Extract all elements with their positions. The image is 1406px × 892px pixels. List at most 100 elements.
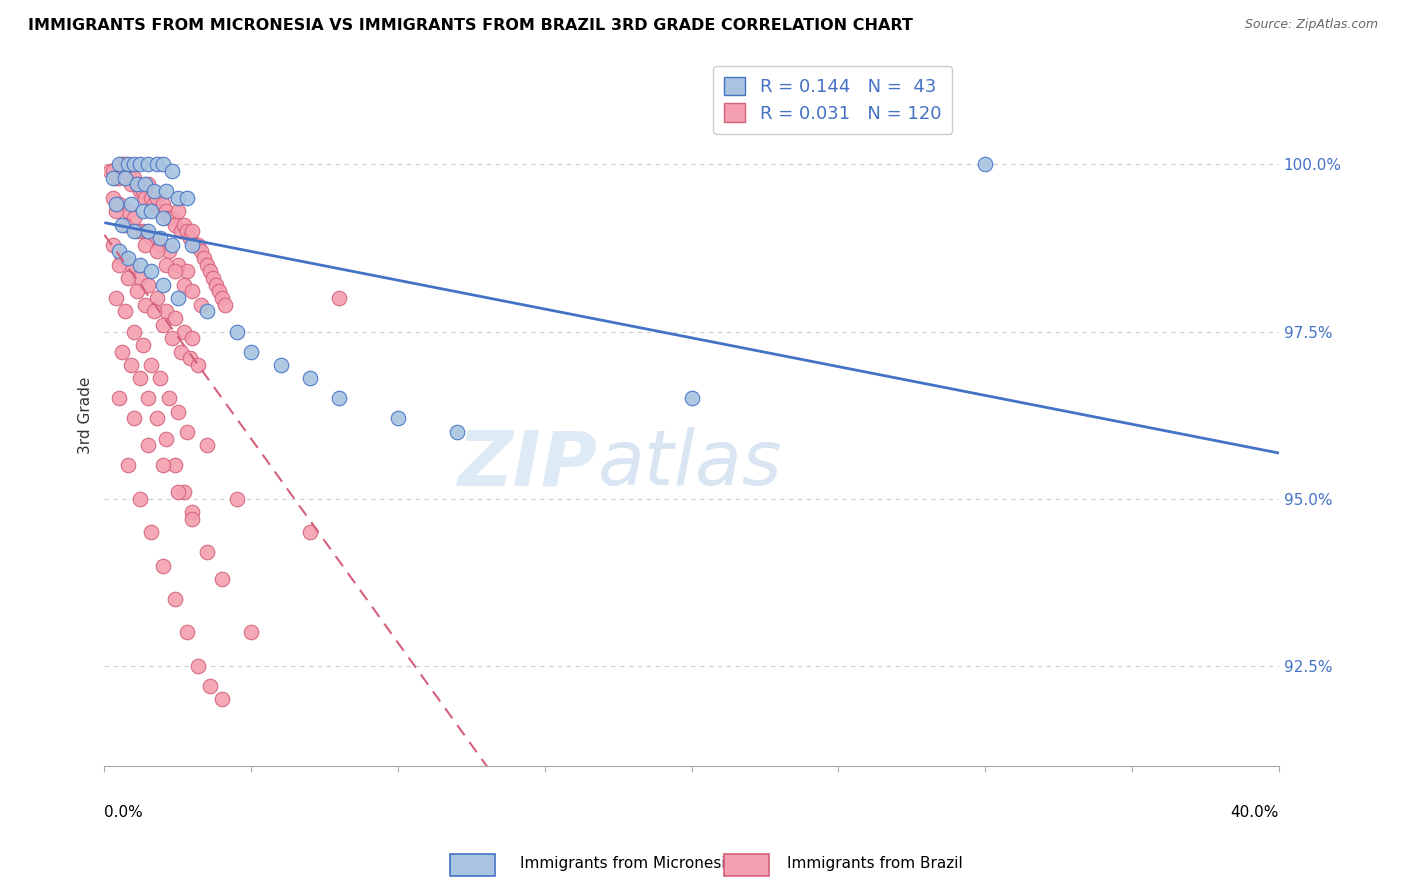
Point bbox=[176, 224, 198, 238]
Point bbox=[108, 392, 131, 406]
Point bbox=[193, 251, 215, 265]
Point bbox=[105, 197, 128, 211]
Point bbox=[103, 164, 125, 178]
Point bbox=[240, 344, 263, 359]
Point bbox=[128, 157, 150, 171]
Point bbox=[128, 271, 150, 285]
Point bbox=[195, 304, 218, 318]
Point bbox=[146, 411, 169, 425]
Point bbox=[149, 204, 172, 219]
Point bbox=[125, 285, 148, 299]
Point bbox=[157, 392, 180, 406]
Point bbox=[143, 304, 166, 318]
Point bbox=[198, 264, 221, 278]
Point bbox=[146, 291, 169, 305]
Point bbox=[181, 285, 204, 299]
Point bbox=[131, 204, 153, 219]
Point bbox=[195, 438, 218, 452]
Point bbox=[122, 170, 145, 185]
Point bbox=[163, 592, 186, 607]
Point bbox=[120, 358, 142, 372]
Point bbox=[122, 411, 145, 425]
Point bbox=[160, 331, 183, 345]
Point bbox=[163, 458, 186, 473]
Text: 0.0%: 0.0% bbox=[104, 805, 143, 820]
Text: Source: ZipAtlas.com: Source: ZipAtlas.com bbox=[1244, 18, 1378, 31]
Point bbox=[138, 438, 160, 452]
Point bbox=[160, 164, 183, 178]
Point bbox=[103, 237, 125, 252]
Point bbox=[105, 204, 128, 219]
Text: Immigrants from Brazil: Immigrants from Brazil bbox=[787, 856, 963, 871]
Point bbox=[202, 271, 225, 285]
Point bbox=[134, 191, 156, 205]
Point bbox=[225, 491, 247, 506]
Text: Immigrants from Micronesia: Immigrants from Micronesia bbox=[520, 856, 735, 871]
Point bbox=[974, 157, 997, 171]
Point bbox=[122, 325, 145, 339]
Point bbox=[103, 170, 125, 185]
Point bbox=[131, 224, 153, 238]
Point bbox=[155, 184, 177, 198]
Point bbox=[152, 157, 174, 171]
Point bbox=[98, 164, 121, 178]
Point bbox=[181, 512, 204, 526]
Point bbox=[111, 344, 134, 359]
Point bbox=[225, 325, 247, 339]
Point bbox=[181, 505, 204, 519]
Point bbox=[125, 178, 148, 192]
Point bbox=[128, 371, 150, 385]
Point bbox=[181, 331, 204, 345]
Point bbox=[205, 277, 228, 292]
Y-axis label: 3rd Grade: 3rd Grade bbox=[79, 376, 93, 454]
Point bbox=[155, 204, 177, 219]
Point bbox=[176, 191, 198, 205]
Point bbox=[173, 485, 195, 500]
Point bbox=[166, 405, 188, 419]
Point bbox=[131, 338, 153, 352]
Point bbox=[152, 558, 174, 573]
Point bbox=[298, 371, 321, 385]
Point bbox=[214, 298, 236, 312]
Point bbox=[111, 218, 134, 232]
Point bbox=[179, 351, 201, 366]
Point bbox=[141, 358, 163, 372]
Point bbox=[160, 211, 183, 225]
Point bbox=[160, 237, 183, 252]
Point bbox=[146, 191, 169, 205]
Text: 40.0%: 40.0% bbox=[1230, 805, 1279, 820]
Point bbox=[117, 271, 139, 285]
Point bbox=[141, 204, 163, 219]
Point bbox=[114, 157, 136, 171]
Point bbox=[152, 211, 174, 225]
Point bbox=[117, 251, 139, 265]
Point bbox=[105, 291, 128, 305]
Point bbox=[114, 304, 136, 318]
Point bbox=[108, 258, 131, 272]
Point bbox=[138, 178, 160, 192]
Point bbox=[211, 291, 233, 305]
Point bbox=[149, 231, 172, 245]
Point bbox=[166, 191, 188, 205]
Point bbox=[187, 358, 209, 372]
Text: ZIP: ZIP bbox=[458, 427, 598, 501]
Point bbox=[176, 425, 198, 439]
Point bbox=[138, 224, 160, 238]
Point bbox=[166, 485, 188, 500]
Point bbox=[173, 218, 195, 232]
Point bbox=[166, 204, 188, 219]
Point bbox=[152, 318, 174, 332]
Point bbox=[298, 525, 321, 540]
Point bbox=[155, 304, 177, 318]
Point bbox=[143, 184, 166, 198]
Point bbox=[117, 458, 139, 473]
Point bbox=[152, 277, 174, 292]
Point bbox=[131, 184, 153, 198]
Point bbox=[108, 244, 131, 259]
Point bbox=[176, 264, 198, 278]
Point bbox=[387, 411, 409, 425]
Point bbox=[157, 244, 180, 259]
Point bbox=[120, 197, 142, 211]
Point bbox=[190, 298, 212, 312]
Point bbox=[143, 197, 166, 211]
